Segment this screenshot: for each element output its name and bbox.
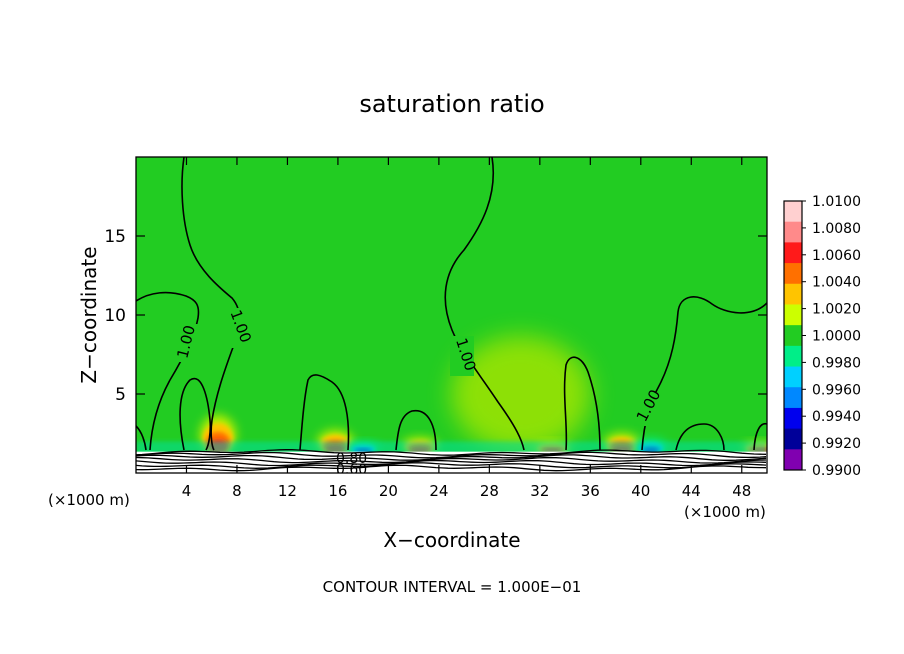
x-axis-label: X−coordinate <box>383 528 520 552</box>
terrain-contour-line <box>136 464 767 472</box>
x-tick-label: 36 <box>581 482 600 500</box>
x-tick-label: 20 <box>379 482 398 500</box>
y-axis-label: Z−coordinate <box>77 246 101 383</box>
y-axis-ticks: 5 10 15 <box>104 227 767 405</box>
colorbar-label: 1.0060 <box>812 248 861 264</box>
contour-line-9 <box>675 423 725 451</box>
x-axis-ticks: 4 8 12 16 20 24 28 32 36 40 44 48 <box>182 157 751 500</box>
terrain-contour-line <box>136 462 767 469</box>
colorbar-label: 0.9980 <box>812 355 861 371</box>
contour-line-4 <box>299 374 350 451</box>
contour-labels: 1.00 1.00 1.00 1.00 0.80 0.60 <box>172 308 664 478</box>
x-tick-label: 16 <box>328 482 347 500</box>
terrain-contour-line <box>136 456 767 464</box>
colorbar-label: 0.9920 <box>812 436 861 452</box>
colorbar-swatch <box>784 449 802 471</box>
colorbar-label: 0.9960 <box>812 382 861 398</box>
terrain-contour-line <box>136 454 767 461</box>
chart-title: saturation ratio <box>359 90 544 118</box>
field-feature <box>450 336 591 453</box>
x-unit-right: (×1000 m) <box>684 503 766 521</box>
x-unit-left: (×1000 m) <box>48 491 130 509</box>
colorbar-label: 1.0080 <box>812 221 861 237</box>
colorbar-swatch <box>784 283 802 305</box>
colorbar-label: 1.0000 <box>812 329 861 345</box>
x-tick-label: 32 <box>530 482 549 500</box>
contour-line-1 <box>136 291 200 451</box>
y-tick-label: 5 <box>115 385 126 405</box>
x-tick-label: 28 <box>480 482 499 500</box>
contour-label: 0.80 <box>336 451 367 467</box>
contour-interval-note: CONTOUR INTERVAL = 1.000E−01 <box>323 578 582 596</box>
colorbar-swatch <box>784 387 802 409</box>
colorbar-label: 1.0020 <box>812 302 861 318</box>
contour-line-10 <box>136 425 147 451</box>
x-tick-label: 8 <box>232 482 242 500</box>
x-tick-label: 44 <box>682 482 701 500</box>
colorbar-label: 0.9900 <box>812 463 861 479</box>
terrain-contour-line <box>136 459 767 467</box>
contour-line-3 <box>179 377 212 451</box>
contour-line-7 <box>563 356 601 451</box>
terrain-contours <box>136 449 767 473</box>
colorbar: 1.0100 1.0080 1.0060 1.0040 1.0020 1.0000 0.99… <box>783 194 861 479</box>
colorbar-swatch <box>784 242 802 264</box>
colorbar-swatch <box>784 407 802 430</box>
contour-line-5 <box>395 409 437 451</box>
contour-line-11 <box>753 423 767 451</box>
x-tick-label: 48 <box>732 482 751 500</box>
x-tick-label: 40 <box>631 482 650 500</box>
colorbar-swatch <box>784 325 802 347</box>
colorbar-label: 0.9940 <box>812 409 861 425</box>
y-tick-label: 15 <box>104 227 126 247</box>
x-tick-label: 4 <box>182 482 192 500</box>
contour-label: 0.60 <box>336 462 367 478</box>
colorbar-swatch <box>784 345 802 368</box>
colorbar-swatch <box>784 366 802 388</box>
contour-line-6 <box>444 157 525 451</box>
colorbar-label: 1.0100 <box>812 194 861 210</box>
colorbar-label: 1.0040 <box>812 275 861 291</box>
y-tick-label: 10 <box>104 306 126 326</box>
colorbar-swatch <box>784 221 802 243</box>
plot-area: 1.00 1.00 1.00 1.00 0.80 0.60 <box>136 157 767 478</box>
colorbar-swatch <box>784 263 802 285</box>
x-tick-label: 12 <box>278 482 297 500</box>
colorbar-swatch <box>784 304 802 326</box>
colorbar-swatch <box>784 428 802 450</box>
colorbar-swatch <box>784 201 802 223</box>
terrain-contour-line <box>136 449 767 456</box>
x-tick-label: 24 <box>429 482 448 500</box>
